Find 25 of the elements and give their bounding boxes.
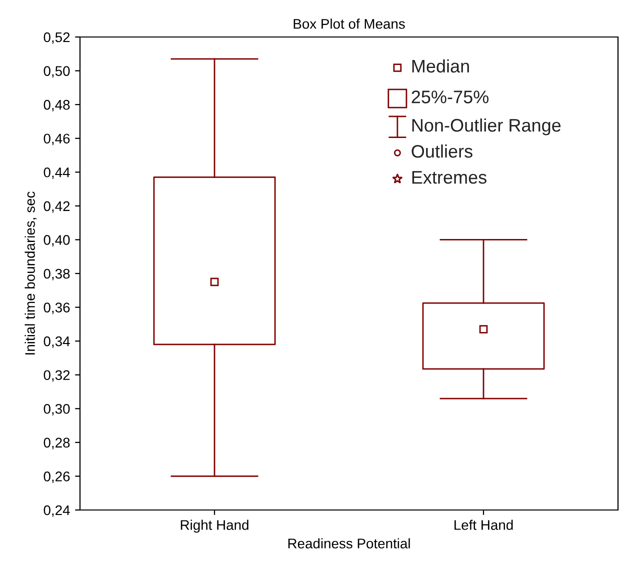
x-tick-label: Left Hand [454,520,513,530]
y-tick-label: 0,24 [44,505,70,517]
y-axis-title: Initial time boundaries, sec [24,192,37,354]
y-tick-label: 0,40 [44,235,70,247]
y-tick-label: 0,26 [44,472,70,484]
y-tick-label: 0,28 [44,438,70,450]
y-tick-label: 0,38 [44,268,70,280]
y-tick-label: 0,42 [44,201,70,213]
y-tick-label: 0,46 [44,134,70,146]
y-tick-label: 0,34 [44,336,70,348]
chart-title: Box Plot of Means [294,18,405,29]
annotation: Non-Outlier Range [412,118,561,136]
x-axis-title: Readiness Potential [288,538,410,548]
annotation: Median [412,59,469,73]
y-tick-label: 0,48 [44,100,70,112]
annotation: 25%-75% [412,90,489,104]
y-tick-label: 0,30 [44,404,70,416]
annotation: Extremes [412,171,486,184]
y-tick-label: 0,50 [44,66,70,78]
y-tick-label: 0,44 [44,167,70,179]
annotation: Outliers [412,144,472,158]
y-tick-label: 0,32 [44,370,70,382]
x-tick-label: Right Hand [180,520,248,533]
y-tick-label: 0,52 [44,32,70,44]
y-tick-label: 0,36 [44,302,70,314]
